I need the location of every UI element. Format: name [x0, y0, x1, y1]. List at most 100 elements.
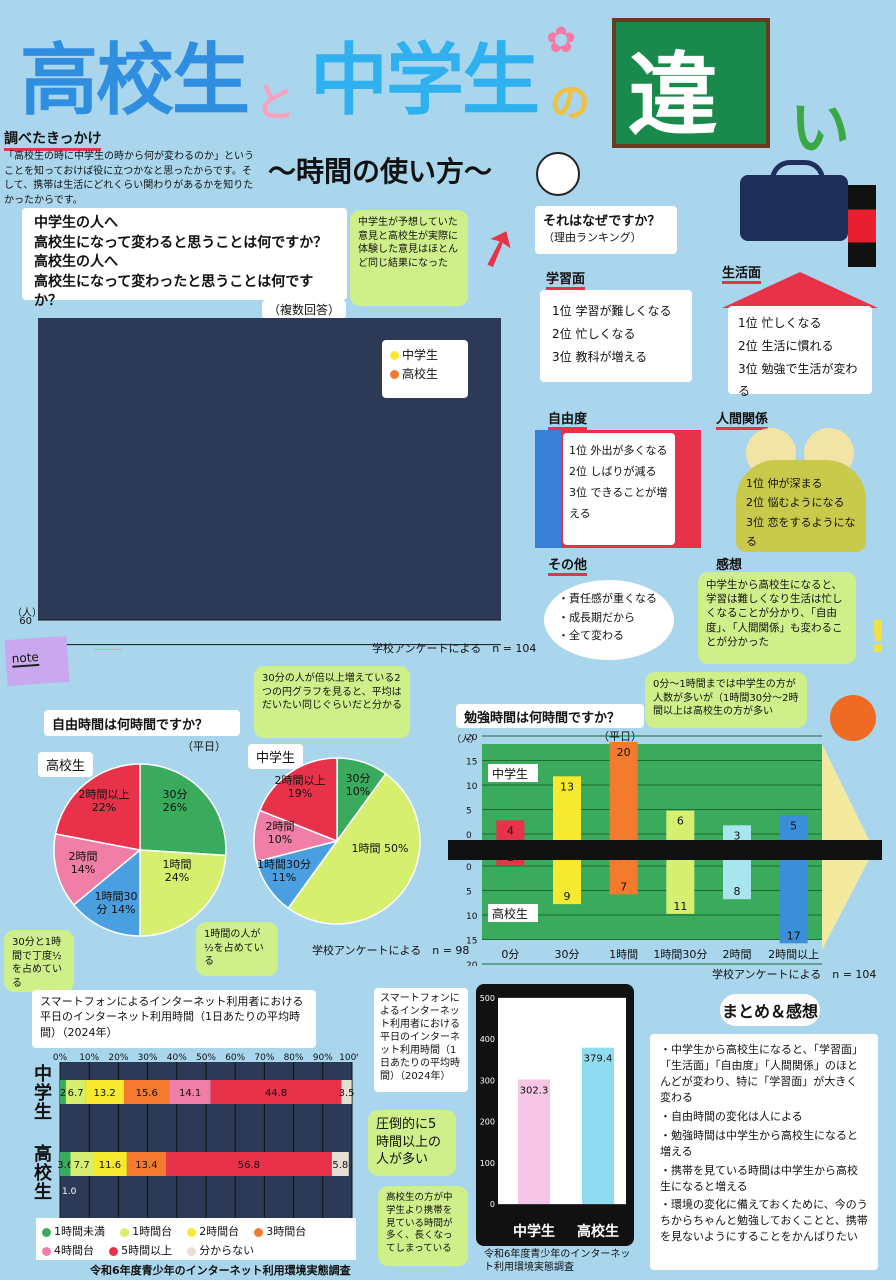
study-bar-hs: [609, 860, 638, 895]
phone-xtick: 40%: [167, 1053, 187, 1063]
basketball-icon: [830, 695, 876, 741]
study-category: 30分: [555, 948, 580, 961]
legend-dot-6: [187, 1246, 197, 1256]
phone-xtick: 10%: [79, 1053, 99, 1063]
phone-xtick: 90%: [313, 1053, 333, 1063]
chart1-ylabel: （人）: [12, 607, 42, 619]
chart1-source: 学校アンケートによる n = 104: [372, 642, 537, 655]
other-rank-1: ・責任感が重くなる: [558, 592, 657, 605]
ms-pie-label-3: 1時間30分 11%: [257, 858, 311, 885]
study-bar-hs: [666, 860, 695, 914]
summary-item-0: ・中学生から高校生になると、「学習面」「生活面」「自由度」「人間関係」のほとんど…: [660, 1043, 864, 1104]
phone-segment-label: 7.7: [74, 1160, 90, 1171]
multi-answer-label: （複数回答）: [262, 300, 347, 319]
other-rank-card: ・責任感が重くなる ・成長期だから ・全て変わる: [544, 580, 674, 660]
free-rank-3: 3位 できることが増える: [569, 485, 668, 520]
avg-ytick: 300: [480, 1076, 495, 1085]
study-ytick: 10: [466, 782, 478, 792]
legend-dot-0: [42, 1227, 51, 1237]
legend-ms-label: 中学生: [402, 348, 439, 362]
life-rank-2: 2位 生活に慣れる: [738, 338, 834, 353]
phone-xtick: 80%: [284, 1053, 304, 1063]
phone-segment-label: 3.6: [57, 1160, 73, 1171]
clock-icon: [536, 152, 580, 196]
phone-xtick: 30%: [138, 1053, 158, 1063]
avg-ytick: 200: [480, 1118, 495, 1127]
avg-bar: [582, 1047, 614, 1204]
study-label-ms: 20: [617, 746, 631, 759]
study-ytick: 15: [466, 937, 477, 947]
bag-icon: [740, 175, 848, 241]
ms-pie-label-0: 2時間以上 19%: [274, 774, 326, 801]
phone-segment: [126, 1152, 166, 1176]
human-rank-heading: 人間関係: [716, 408, 769, 430]
arrow-icon: ➚: [467, 212, 529, 284]
study-label-ms: 4: [507, 824, 514, 837]
avg-data-label: 379.4: [584, 1054, 613, 1065]
study-ms-tag: [488, 764, 538, 782]
phone-segment: [165, 1152, 332, 1176]
why-heading: それはなぜですか？: [543, 214, 661, 229]
pie-slice: [258, 757, 338, 843]
house-roof-icon: [722, 272, 878, 308]
legend-hs-dot: [390, 370, 399, 380]
phone-segment: [331, 1152, 349, 1176]
legend-hs-label: 高校生: [402, 367, 439, 382]
study-category: 2時間以上: [768, 948, 819, 961]
study-question: 勉強時間は何時間ですか？: [456, 704, 644, 728]
hs-pie-label-1: 30分 26%: [162, 788, 188, 815]
phone-title: スマートフォンによるインターネット利用者における平日のインターネット利用時間（1…: [32, 990, 316, 1048]
subtitle: 〜時間の使い方〜: [268, 155, 493, 188]
hs-pie-label: 高校生: [38, 752, 94, 777]
phone-source: 令和6年度青少年のインターネット利用環境実態調査: [90, 1264, 351, 1277]
phone-segment: [92, 1152, 127, 1176]
study-bar-ms: [553, 776, 581, 840]
chart1-ytick: 60: [19, 616, 32, 627]
study-label-hs: 11: [673, 900, 687, 913]
note-tag: note: [4, 635, 70, 687]
free-rank-heading: 自由度: [548, 408, 588, 430]
study-label-ms: 6: [677, 815, 684, 828]
legend-label-3: 3時間台: [266, 1225, 307, 1238]
summary-item-3: ・携帯を見ている時間は中学生から高校生になると増える: [660, 1163, 858, 1193]
study-category: 1時間30分: [653, 948, 707, 961]
phone-segment: [65, 1080, 86, 1104]
free-heijitsu: （平日）: [182, 740, 226, 753]
phone-segment-label: 2: [60, 1088, 66, 1099]
phone-segment: [210, 1080, 342, 1104]
hs-pie-label-2: 1時間 24%: [162, 858, 192, 885]
question1-card: 中学生の人へ 高校生になって変わると思うことは何ですか？ 高校生の人へ 高校生に…: [22, 208, 347, 309]
phone-xtick: 0%: [53, 1053, 68, 1063]
study-bar-ms: [666, 810, 695, 840]
legend-dot-3: [254, 1227, 264, 1237]
study-chart-svg: 0055101015152020（人）410分13930分2071時間6111時…: [448, 734, 882, 966]
summary-item-2: ・勉強時間は中学生から高校生になると増える: [660, 1128, 858, 1158]
sakura-icon: ✿: [546, 20, 577, 61]
impression-text: 中学生から高校生になると、学習は難しくなり生活は忙しくなることが分かり、「自由度…: [698, 572, 856, 664]
study-label-ms: 3: [734, 829, 741, 842]
legend-label-4: 4時間台: [54, 1244, 94, 1257]
study-ylabel: （人）: [452, 734, 479, 745]
legend-label-1: 1時間台: [132, 1225, 173, 1238]
phone-row-hs: 高校生: [34, 1144, 52, 1203]
impression-heading: 感想: [716, 558, 743, 573]
life-rank-card: 1位 忙しくなる 2位 生活に慣れる 3位 勉強で生活が変わる: [728, 306, 872, 398]
ms-pie-label: 中学生: [248, 744, 304, 769]
title-part1: 高校生: [20, 36, 250, 126]
study-label-hs: 17: [787, 929, 801, 942]
avg-data-label: 302.3: [520, 1085, 549, 1096]
title-part3: 中学生: [310, 36, 540, 126]
phone-segment-label: 5.8: [332, 1160, 348, 1171]
study-category: 1時間: [609, 948, 638, 961]
phone-segment-label: 44.8: [265, 1088, 287, 1099]
human-rank-3: 3位 恋をするようになる: [746, 515, 856, 548]
title-part2: と: [255, 80, 295, 126]
free-rank-1: 1位 外出が多くなる: [569, 444, 668, 457]
study-bar-hs: [723, 860, 751, 900]
pie-slice: [139, 849, 227, 937]
study-bar-hs: [553, 860, 581, 905]
study-ytick: 0: [466, 863, 472, 873]
study-rank-heading: 学習面: [546, 268, 586, 290]
free-rank-card: 1位 外出が多くなる 2位 しばりが減る 3位 できることが増える: [563, 433, 675, 545]
study-bar-ms: [723, 825, 751, 840]
